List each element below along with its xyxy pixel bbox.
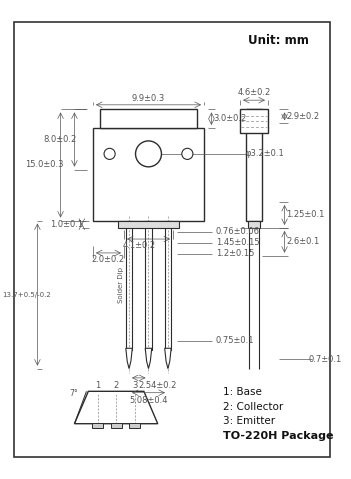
Bar — [165, 220, 171, 350]
Circle shape — [104, 148, 115, 160]
Text: 13.7+0.5/-0.2: 13.7+0.5/-0.2 — [2, 292, 51, 297]
Bar — [145, 220, 152, 350]
Text: 2.6±0.1: 2.6±0.1 — [286, 237, 320, 246]
Text: 3: 3 — [132, 381, 137, 390]
Text: 0.76±0.06: 0.76±0.06 — [216, 227, 260, 236]
Text: φ3.2±0.1: φ3.2±0.1 — [246, 149, 285, 159]
Bar — [118, 220, 179, 228]
Text: 9.9±0.3: 9.9±0.3 — [132, 94, 165, 103]
Text: 2.54±0.2: 2.54±0.2 — [138, 381, 177, 390]
Text: 1.2±0.15: 1.2±0.15 — [216, 250, 254, 258]
Text: 1: 1 — [95, 381, 100, 390]
Text: 0.75±0.1: 0.75±0.1 — [216, 336, 254, 345]
Text: 5.08±0.4: 5.08±0.4 — [129, 396, 168, 405]
Text: 1: Base: 1: Base — [223, 387, 261, 397]
Bar — [247, 220, 260, 228]
Text: 1.0±0.1: 1.0±0.1 — [51, 220, 84, 229]
Text: TO-220H Package: TO-220H Package — [223, 431, 333, 441]
Bar — [92, 423, 103, 428]
Text: 15.0±0.3: 15.0±0.3 — [26, 160, 64, 170]
Bar — [100, 109, 197, 128]
Text: 1.25±0.1: 1.25±0.1 — [286, 210, 324, 219]
Text: 2: 2 — [113, 381, 119, 390]
Circle shape — [135, 141, 161, 167]
Polygon shape — [74, 391, 158, 424]
Text: 1.45±0.15: 1.45±0.15 — [216, 238, 259, 247]
Text: 2.9±0.2: 2.9±0.2 — [286, 112, 320, 121]
Bar — [240, 109, 268, 133]
Polygon shape — [126, 348, 132, 369]
Text: 8.0±0.2: 8.0±0.2 — [43, 135, 76, 144]
Bar — [126, 220, 132, 350]
Bar — [129, 423, 140, 428]
Bar — [93, 128, 204, 220]
Text: 0.7±0.1: 0.7±0.1 — [309, 355, 342, 364]
Text: 3: Emitter: 3: Emitter — [223, 416, 275, 426]
Text: Unit: mm: Unit: mm — [248, 34, 309, 46]
Bar — [111, 423, 122, 428]
Text: 3.0±0.2: 3.0±0.2 — [213, 114, 246, 123]
Polygon shape — [165, 348, 171, 369]
Text: Solder Dip: Solder Dip — [118, 267, 124, 303]
Circle shape — [182, 148, 193, 160]
Text: 2: Collector: 2: Collector — [223, 401, 283, 411]
Polygon shape — [145, 348, 152, 369]
Text: 2.0±0.2: 2.0±0.2 — [92, 255, 125, 264]
Text: 7°: 7° — [69, 388, 78, 398]
Text: 4.6±0.2: 4.6±0.2 — [237, 88, 271, 97]
Bar — [246, 109, 262, 220]
Text: 4.1±0.2: 4.1±0.2 — [122, 241, 156, 250]
